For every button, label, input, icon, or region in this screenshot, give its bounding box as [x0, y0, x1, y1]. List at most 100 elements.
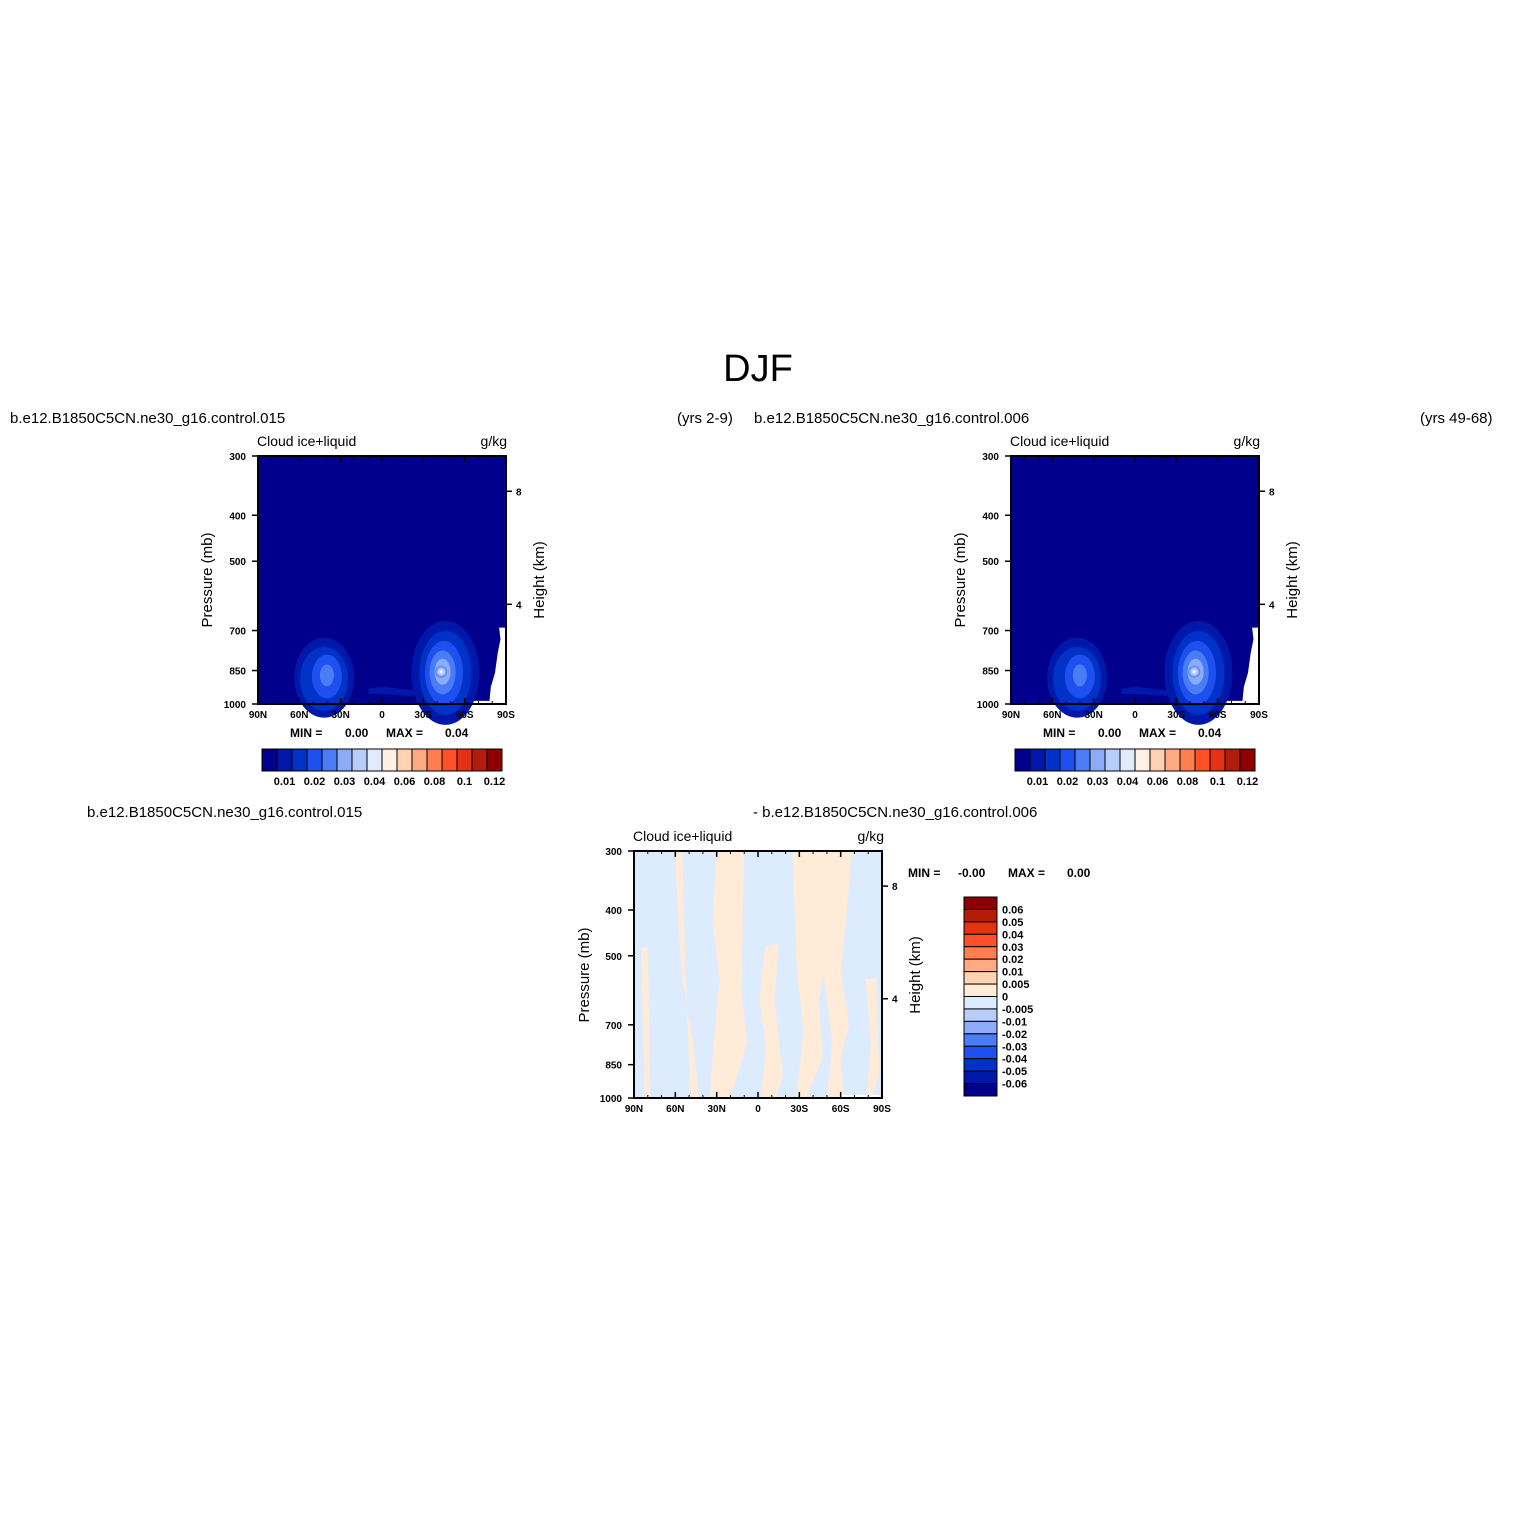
p3-lbar-box — [963, 1058, 998, 1072]
p2-xtick-label: 90S — [1250, 710, 1268, 721]
p1-missing-region — [460, 627, 506, 704]
panel1-units-label: g/kg — [481, 433, 507, 449]
p3-y2tick-label: 8 — [892, 882, 898, 893]
p1-xtick-label: 30N — [331, 710, 349, 721]
panel3-plot-area — [634, 851, 882, 1098]
p1-lbar-box — [336, 748, 353, 772]
p2-lbar-box — [1104, 748, 1121, 772]
p2-lbar-box — [1209, 748, 1226, 772]
p2-lbar-label: 0.04 — [1117, 776, 1139, 788]
p2-lbar-label: 0.08 — [1177, 776, 1198, 788]
p3-positive-region — [640, 947, 651, 1098]
p3-lbar-box — [963, 908, 998, 923]
p3-lbar-box — [963, 971, 998, 985]
p1-lbar-box — [456, 748, 473, 772]
panel2-y2-label: Height (km) — [1284, 541, 1301, 619]
panel3-case-label-a: b.e12.B1850C5CN.ne30_g16.control.015 — [87, 804, 362, 821]
p1-ytick-label: 700 — [229, 627, 246, 638]
panel2-y-label: Pressure (mb) — [952, 532, 969, 627]
p2-ytick-label: 1000 — [977, 700, 1000, 711]
p2-lbar-box — [1029, 748, 1046, 772]
panel3-max-label: MAX = — [1008, 866, 1045, 880]
p3-lbar-label: 0.04 — [1002, 929, 1024, 941]
p3-lbar-label: 0.05 — [1002, 917, 1023, 929]
p3-lbar-box — [963, 996, 998, 1010]
p2-xtick-label: 60N — [1043, 710, 1061, 721]
p3-xtick-label: 60S — [832, 1104, 850, 1115]
panel2-max-label: MAX = — [1139, 726, 1176, 740]
p1-xtick-label: 90S — [497, 710, 515, 721]
panel3-axes: 90N 60N 30N 0 30S 60S 90S 300 400 500 700 850 1000 8 4 — [600, 847, 898, 1115]
p3-positive-region — [709, 851, 747, 1098]
panel1-years-label: (yrs 2-9) — [677, 410, 733, 427]
panel2-years-label: (yrs 49-68) — [1420, 410, 1493, 427]
p3-lbar-label: 0 — [1002, 992, 1008, 1004]
p1-lbar-box — [426, 748, 443, 772]
panel1-case-label: b.e12.B1850C5CN.ne30_g16.control.015 — [10, 410, 285, 427]
p3-lbar-box — [963, 983, 998, 997]
panel1-y2-label: Height (km) — [531, 541, 548, 619]
p1-lbar-label: 0.01 — [274, 776, 295, 788]
p1-xtick-label: 60S — [456, 710, 474, 721]
p3-xtick-label: 30S — [790, 1104, 808, 1115]
panel1-colorbar: 0.01 0.02 0.03 0.04 0.06 0.08 0.1 0.12 — [261, 748, 505, 788]
p3-lbar-label: -0.02 — [1002, 1029, 1027, 1041]
panel2-min-label: MIN = — [1043, 726, 1075, 740]
p1-y2tick-label: 8 — [516, 487, 522, 498]
panel3-colorbar: 0.060.050.040.030.020.010.0050-0.005-0.0… — [963, 896, 1033, 1097]
p3-lbar-box — [963, 1008, 998, 1022]
p3-ytick-label: 700 — [605, 1021, 622, 1032]
p3-xtick-label: 0 — [755, 1104, 761, 1115]
p1-y2tick-label: 4 — [516, 600, 522, 611]
p2-ytick-label: 850 — [982, 667, 999, 678]
p2-lbar-label: 0.06 — [1147, 776, 1168, 788]
p1-lbar-label: 0.12 — [484, 776, 505, 788]
p3-lbar-label: 0.01 — [1002, 967, 1023, 979]
p3-positive-region — [759, 943, 783, 1098]
p2-lbar-box — [1059, 748, 1076, 772]
p1-lbar-box — [441, 748, 458, 772]
p2-lbar-box — [1134, 748, 1151, 772]
panel3-y2-label: Height (km) — [907, 936, 924, 1014]
p3-ytick-label: 500 — [605, 952, 622, 963]
panel-2: Cloud ice+liquid g/kg 90N 60N 30N 0 30S 60S 90… — [952, 433, 1301, 788]
p1-lbar-box — [486, 748, 503, 772]
panel2-max-value: 0.04 — [1198, 726, 1222, 740]
panel3-units-label: g/kg — [858, 828, 884, 844]
p2-ytick-label: 300 — [982, 452, 999, 463]
p2-ytick-label: 500 — [982, 557, 999, 568]
p3-ytick-label: 1000 — [600, 1094, 623, 1105]
p3-missing-region — [840, 1094, 880, 1098]
p1-lbar-label: 0.02 — [304, 776, 325, 788]
p1-sh-core — [435, 665, 448, 678]
p1-lbar-box — [396, 748, 413, 772]
panel2-plot-area — [1011, 456, 1259, 725]
p3-xtick-label: 90N — [625, 1104, 643, 1115]
p3-xtick-label: 30N — [707, 1104, 725, 1115]
p2-lbar-label: 0.01 — [1027, 776, 1048, 788]
panel3-variable-label: Cloud ice+liquid — [633, 828, 732, 844]
p2-lbar-box — [1044, 748, 1061, 772]
p2-ytick-label: 400 — [982, 511, 999, 522]
panel3-min-value: -0.00 — [958, 866, 986, 880]
p1-ytick-label: 850 — [229, 667, 246, 678]
p1-nh-contour — [319, 664, 334, 687]
panel2-variable-label: Cloud ice+liquid — [1010, 433, 1109, 449]
p2-lbar-box — [1119, 748, 1136, 772]
panel1-plot-area — [258, 456, 506, 725]
p1-xtick-label: 90N — [249, 710, 267, 721]
p1-ytick-label: 300 — [229, 452, 246, 463]
p3-lbar-box — [963, 1020, 998, 1035]
p2-y2tick-label: 4 — [1269, 600, 1275, 611]
p1-lbar-label: 0.03 — [334, 776, 355, 788]
panel3-max-value: 0.00 — [1067, 866, 1091, 880]
p2-y2tick-label: 8 — [1269, 487, 1275, 498]
p3-lbar-box — [963, 946, 998, 960]
panel2-colorbar: 0.01 0.02 0.03 0.04 0.06 0.08 0.1 0.12 — [1014, 748, 1258, 788]
p1-lbar-label: 0.04 — [364, 776, 386, 788]
p2-nh-contour — [1072, 664, 1087, 687]
p3-xtick-label: 90S — [873, 1104, 891, 1115]
p2-xtick-label: 90N — [1002, 710, 1020, 721]
p1-lbar-box — [261, 748, 278, 772]
p3-lbar-label: 0.06 — [1002, 904, 1023, 916]
